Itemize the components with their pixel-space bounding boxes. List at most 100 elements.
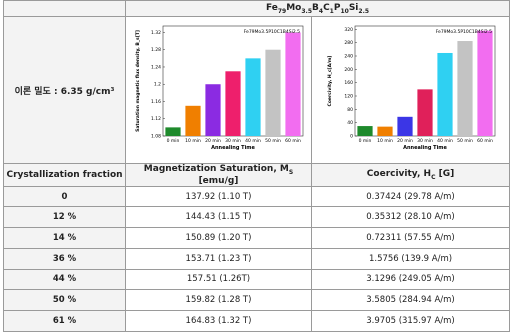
cell: 61 % <box>3 309 126 332</box>
y-tick-label: 40 <box>347 120 353 126</box>
row: 36 % 153.71 (1.23 T) 1.5756 (139.9 A/m) <box>3 247 511 270</box>
cell: 159.82 (1.28 T) <box>125 289 312 311</box>
bar <box>224 70 241 136</box>
chart: 1.08 1.12 1.16 1.2 1.24 1.28 1.32 0 min 10 min 20… <box>135 25 303 151</box>
chart: 0 40 80 120 160 200 240 280 320 0 min 10 min 20 min… <box>327 25 495 151</box>
y-tick-label: 200 <box>344 66 353 72</box>
inset: Fe79Mo3.5P10C1B4Si2.5 <box>435 29 491 35</box>
x-tick-label: 0 min <box>358 138 371 144</box>
bar <box>396 116 413 136</box>
subscript: 3.5 <box>301 7 312 15</box>
header-text: [emu/g] <box>198 175 239 186</box>
cell: 0.35312 (28.10 A/m) <box>310 206 511 229</box>
row: 44 % 157.51 (1.26T) 3.1296 (249.05 A/m) <box>3 268 511 291</box>
cell: 0.37424 (29.78 A/m) <box>310 185 511 208</box>
y-tick-label: 1.08 <box>150 133 160 139</box>
y-tick-label: 240 <box>344 53 353 59</box>
cell: 50 % <box>3 289 126 311</box>
row: 14 % 150.89 (1.20 T) 0.72311 (57.55 A/m) <box>3 227 511 249</box>
subscript: 79 <box>277 7 287 15</box>
cell: 0.72311 (57.55 A/m) <box>310 227 511 249</box>
inset: Fe79Mo3.5P10C1B4Si2.5 <box>243 29 299 35</box>
cell: 0 <box>3 185 126 208</box>
y-tick-label: 80 <box>347 106 353 112</box>
x-tick-label: 50 min <box>265 138 281 144</box>
x-tick-label: 60 min <box>477 138 493 144</box>
x-tick-label: 30 min <box>225 138 241 144</box>
bar <box>356 125 373 136</box>
bar <box>204 83 221 136</box>
cell: 36 % <box>3 247 126 270</box>
column-header: Crystallization fraction <box>3 163 126 187</box>
bar <box>244 57 261 136</box>
x-tick-label: 10 min <box>185 138 201 144</box>
cell: 153.71 (1.23 T) <box>125 247 312 270</box>
subscript: 10 <box>340 7 349 15</box>
cell: 44 % <box>3 268 126 291</box>
y-axis-title: Coercivity, H_c[A/m] <box>327 55 333 106</box>
cell: 12 % <box>3 206 126 229</box>
subscript: 2.5 <box>358 7 370 15</box>
element: B <box>312 2 319 13</box>
formula: Fe79Mo3.5B4C1P10Si2.5 <box>124 0 511 17</box>
cell: 3.1296 (249.05 A/m) <box>310 268 511 291</box>
cell: 14 % <box>3 227 126 249</box>
header-text: Coercivity, H <box>366 169 432 179</box>
element: P <box>333 2 341 13</box>
bar <box>376 126 393 136</box>
column-header: Magnetization Saturation, MS [emu/g] <box>125 163 312 187</box>
y-tick-label: 160 <box>344 80 353 86</box>
row: 50 % 159.82 (1.28 T) 3.5805 (284.94 A/m) <box>3 289 511 311</box>
y-tick-label: 120 <box>344 93 353 99</box>
element: Mo <box>286 2 302 13</box>
density-label: 이론 밀도 : 6.35 g/cm³ <box>3 16 126 164</box>
x-tick-label: 0 min <box>166 138 179 144</box>
header-text: Magnetization Saturation, M <box>143 164 289 174</box>
cell: 3.9705 (315.97 A/m) <box>310 309 511 332</box>
y-tick-label: 1.12 <box>150 116 160 122</box>
y-tick-label: 1.16 <box>150 98 160 104</box>
bar <box>264 49 281 136</box>
data-table: Fe79Mo3.5B4C1P10Si2.5 이론 밀도 : 6.35 g/cm³… <box>3 0 511 332</box>
bar <box>184 105 201 136</box>
row: 61 % 164.83 (1.32 T) 3.9705 (315.97 A/m) <box>3 309 511 332</box>
cell: 137.92 (1.10 T) <box>125 185 312 208</box>
x-tick-label: 20 min <box>205 138 221 144</box>
x-tick-label: 10 min <box>377 138 393 144</box>
x-tick-label: 30 min <box>417 138 433 144</box>
column-header: Coercivity, HC [G] <box>310 163 511 187</box>
bar <box>456 40 473 136</box>
x-tick-label: 60 min <box>285 138 301 144</box>
element: Si <box>348 2 359 13</box>
y-axis-title: Saturation magnetic flux density, B_s[T] <box>135 30 141 132</box>
cell: 3.5805 (284.94 A/m) <box>310 289 511 311</box>
y-tick-label: 1.2 <box>153 81 160 87</box>
row: 0 137.92 (1.10 T) 0.37424 (29.78 A/m) <box>3 185 511 208</box>
cell: 157.51 (1.26T) <box>125 268 312 291</box>
bar <box>416 88 433 136</box>
y-tick-label: 320 <box>344 26 353 32</box>
cell: 150.89 (1.20 T) <box>125 227 312 249</box>
bar <box>436 52 453 136</box>
header-text: [G] <box>435 169 455 179</box>
header-sub: C <box>431 173 436 181</box>
cell: 144.43 (1.15 T) <box>125 206 312 229</box>
y-tick-label: 1.32 <box>150 29 160 35</box>
bar <box>284 31 301 136</box>
subscript: 4 <box>318 7 324 15</box>
element: Fe <box>265 2 278 13</box>
bar <box>164 126 181 136</box>
y-tick-label: 1.24 <box>150 64 160 70</box>
cell: 1.5756 (139.9 A/m) <box>310 247 511 270</box>
header-sub: S <box>288 168 294 176</box>
row: 12 % 144.43 (1.15 T) 0.35312 (28.10 A/m) <box>3 206 511 229</box>
x-tick-label: 40 min <box>437 138 453 144</box>
cell: 164.83 (1.32 T) <box>125 309 312 332</box>
x-axis-title: Annealing Time <box>211 145 255 151</box>
subscript: 1 <box>329 7 334 15</box>
y-tick-label: 1.28 <box>150 47 160 53</box>
x-tick-label: 40 min <box>245 138 261 144</box>
y-tick-label: 280 <box>344 40 353 46</box>
element: C <box>323 2 330 13</box>
